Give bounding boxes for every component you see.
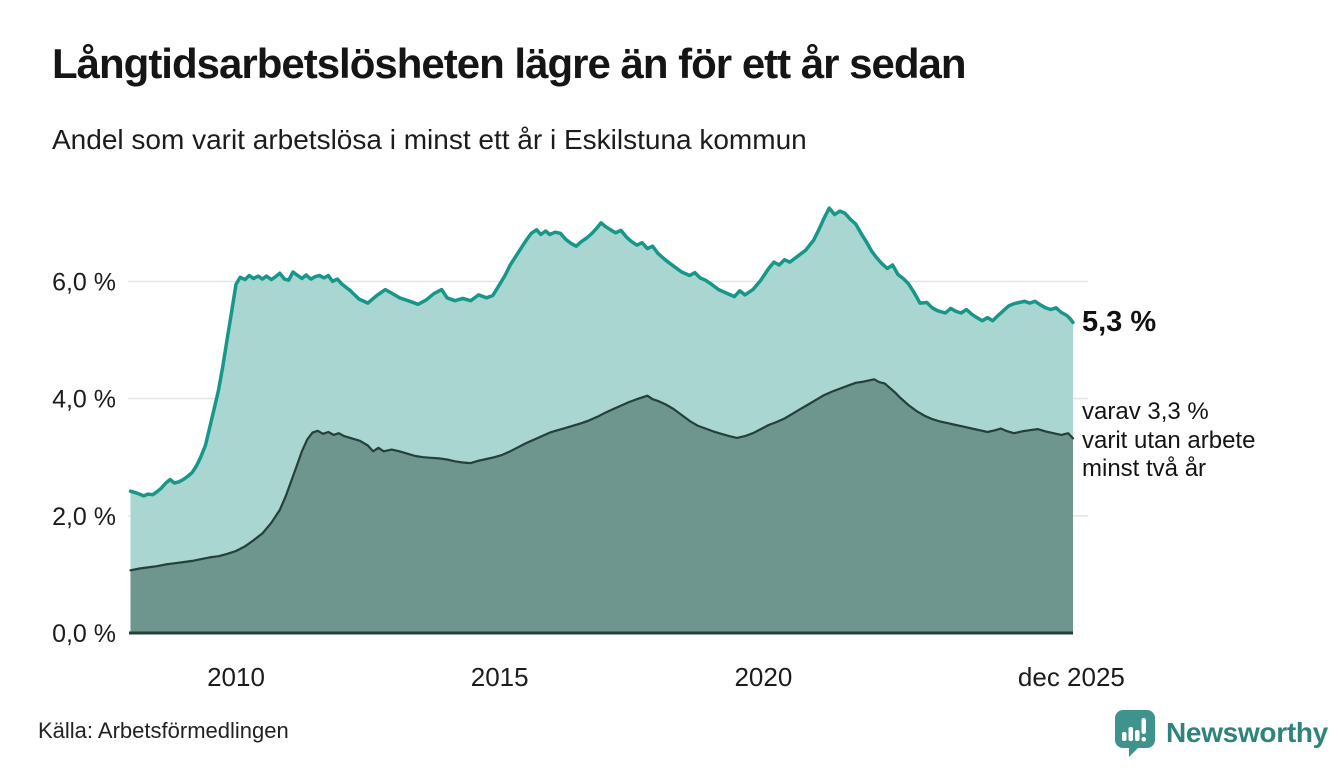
y-tick-label: 6,0 % [52,268,116,296]
line-total-long-term [128,206,1075,498]
brand-name: Newsworthy [1166,717,1328,748]
newsworthy-logo: Newsworthy [1112,708,1328,758]
area-two-year-unemployed [130,379,1073,633]
y-tick-label: 2,0 % [52,503,116,531]
source-attribution: Källa: Arbetsförmedlingen [38,718,289,743]
y-tick-label: 0,0 % [52,620,116,648]
unemployment-area-chart: 0,0 % 2,0 % 4,0 % 6,0 % 2010 2015 2020 dec 2025 [52,206,1125,692]
two-year-breakdown-annotation: varav 3,3 % varit utan arbete minst två … [1082,398,1256,482]
page-subtitle: Andel som varit arbetslösa i minst ett å… [52,124,807,155]
newsworthy-speech-bubble-bar-chart-icon [1115,710,1155,757]
latest-total-annotation: 5,3 % [1082,306,1157,338]
page-title: Långtidsarbetslösheten lägre än för ett … [52,40,967,87]
x-tick-label: 2010 [207,662,265,692]
x-tick-label: 2015 [471,662,529,692]
line-two-year-unemployed [129,378,1075,572]
x-tick-label: dec 2025 [1018,662,1125,692]
y-tick-label: 4,0 % [52,386,116,414]
x-tick-label: 2020 [734,662,792,692]
